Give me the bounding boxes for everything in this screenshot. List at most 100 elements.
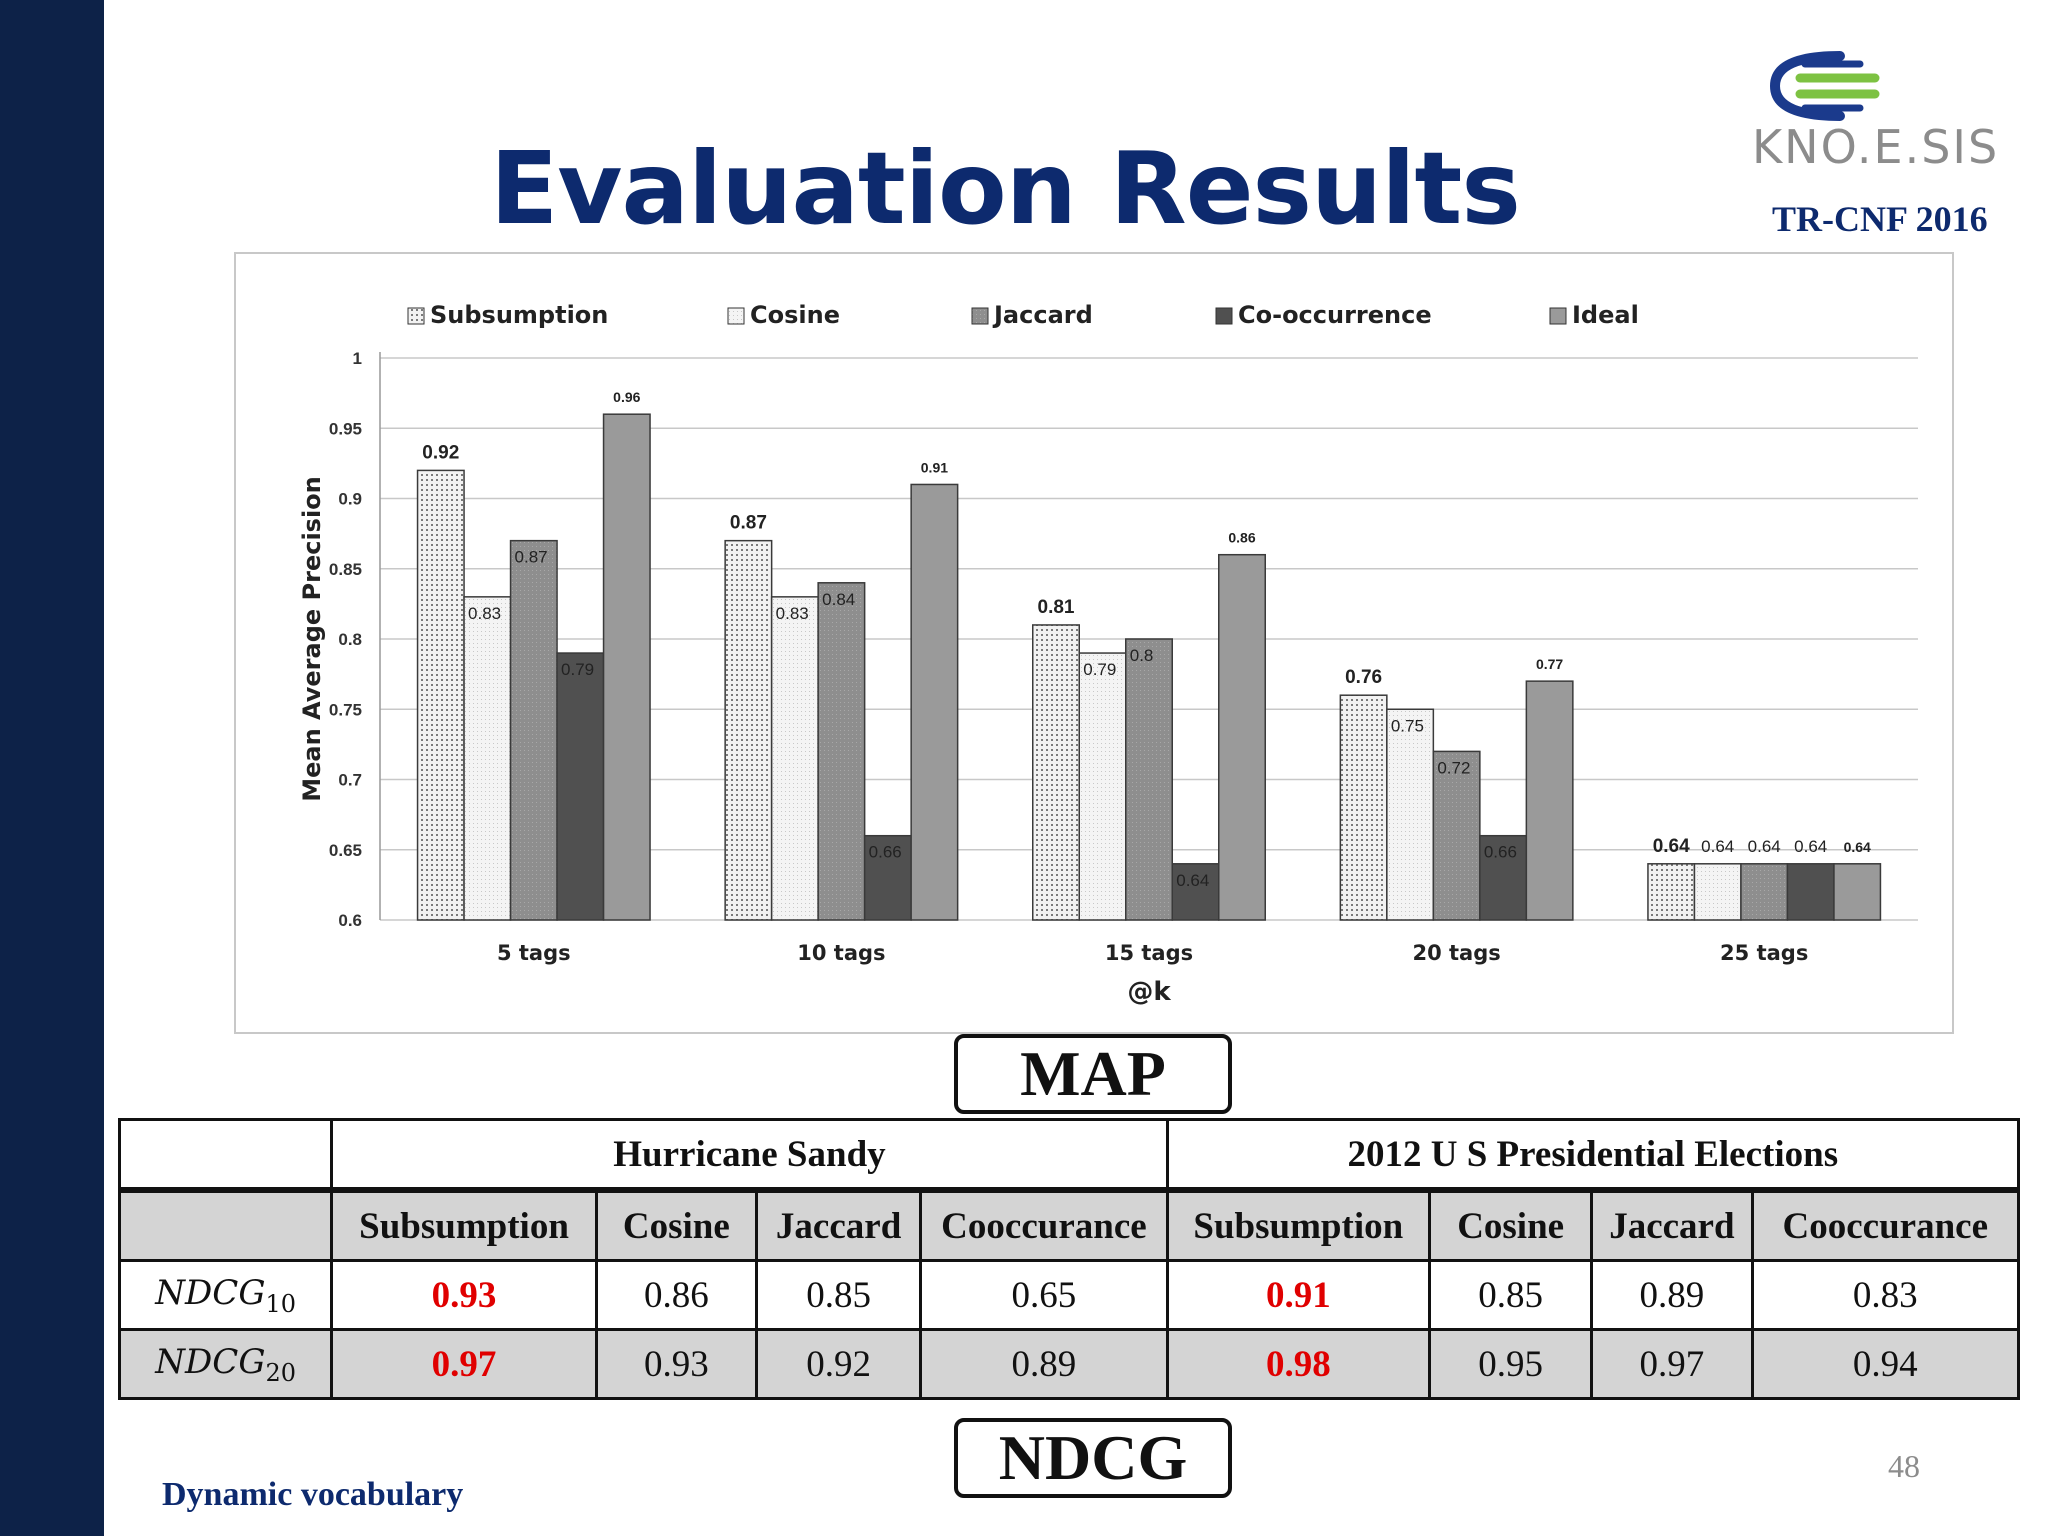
- data-label: 0.83: [776, 604, 809, 623]
- conference-label: TR-CNF 2016: [1772, 199, 1988, 239]
- table-cell: 0.83: [1750, 1259, 2021, 1331]
- legend-label: Co-occurrence: [1238, 301, 1432, 329]
- y-tick-label: 0.6: [338, 911, 362, 930]
- legend-swatch: [971, 307, 989, 325]
- data-label: 0.92: [422, 442, 459, 463]
- page-title: Evaluation Results: [490, 130, 1521, 247]
- bar: [1740, 863, 1789, 921]
- bar: [1078, 652, 1127, 921]
- table-cell: 0.93: [594, 1328, 758, 1400]
- table-cell: 0.91: [1165, 1259, 1432, 1331]
- bar: [602, 413, 651, 921]
- column-header-empty: [117, 1187, 334, 1262]
- y-tick-label: 1: [353, 349, 362, 368]
- y-tick-label: 0.7: [338, 771, 362, 790]
- table-cell: 0.92: [754, 1328, 923, 1400]
- data-label: 0.64: [1176, 871, 1209, 890]
- row-metric-label: NDCG10: [117, 1259, 334, 1331]
- data-label: 0.83: [468, 604, 501, 623]
- x-tick-label: 25 tags: [1720, 941, 1808, 965]
- data-label: 0.87: [515, 548, 548, 567]
- bar: [770, 596, 819, 921]
- data-label: 0.64: [1844, 839, 1871, 855]
- column-header: Subsumption: [1165, 1187, 1432, 1262]
- legend-swatch: [727, 307, 745, 325]
- bar: [1693, 863, 1742, 921]
- column-header: Cosine: [1428, 1187, 1594, 1262]
- bar: [1647, 863, 1696, 921]
- x-tick-label: 20 tags: [1412, 941, 1500, 965]
- y-tick-label: 0.85: [329, 560, 362, 579]
- bar: [1833, 863, 1882, 921]
- chart-data-labels: 0.92 0.83 0.87 0.79 0.96 0.87 0.83 0.84 0.66 0.91…: [422, 389, 1871, 890]
- data-label: 0.72: [1437, 758, 1470, 777]
- group-header-hurricane-sandy: Hurricane Sandy: [330, 1118, 1169, 1192]
- bar: [1032, 624, 1080, 921]
- knoesis-logo: [1769, 51, 1880, 121]
- legend-swatch: [1215, 307, 1233, 325]
- data-label: 0.64: [1701, 837, 1734, 856]
- data-label: 0.76: [1345, 667, 1382, 688]
- bar: [1171, 863, 1220, 921]
- table-cell: 0.89: [919, 1328, 1169, 1400]
- table-cell: 0.94: [1750, 1328, 2021, 1400]
- table-cell: 0.98: [1165, 1328, 1432, 1400]
- legend-label: Subsumption: [430, 301, 608, 329]
- group-header-elections-2012: 2012 U S Presidential Elections: [1165, 1118, 2021, 1192]
- column-header: Jaccard: [1590, 1187, 1754, 1262]
- data-label: 0.64: [1794, 837, 1827, 856]
- bar: [1525, 680, 1574, 921]
- legend-swatch: [407, 307, 425, 325]
- table-row-ndcg10: NDCG10 0.93 0.86 0.85 0.65 0.91 0.85 0.8…: [117, 1259, 2021, 1331]
- bar: [509, 539, 558, 921]
- y-tick-label: 0.65: [329, 841, 362, 860]
- data-label: 0.75: [1391, 716, 1424, 735]
- page-number: 48: [1888, 1448, 1920, 1484]
- bar: [1339, 694, 1388, 921]
- bar: [556, 652, 605, 921]
- left-sidebar-band: [0, 0, 104, 1536]
- table-cell: 0.85: [1428, 1259, 1594, 1331]
- data-label: 0.8: [1130, 646, 1154, 665]
- map-bar-chart: Subsumption Cosine Jaccard Co-occurrence Ide…: [298, 301, 1918, 1007]
- chart-axes: 0.6 0.65 0.7 0.75 0.8 0.85 0.9 0.95 1 5 tags 10 ta…: [298, 349, 1808, 1007]
- footer-topic: Dynamic vocabulary: [162, 1476, 464, 1513]
- y-tick-label: 0.75: [329, 700, 362, 719]
- table-cell: 0.86: [594, 1259, 758, 1331]
- bar: [724, 539, 773, 921]
- row-metric-label: NDCG20: [117, 1328, 334, 1400]
- data-label: 0.79: [1083, 660, 1116, 679]
- bar: [1125, 638, 1173, 921]
- legend-label: Cosine: [750, 301, 840, 329]
- bar: [817, 582, 866, 921]
- bar: [463, 596, 512, 921]
- table-cell: 0.65: [919, 1259, 1169, 1331]
- data-label: 0.96: [613, 389, 640, 405]
- bar: [910, 483, 959, 921]
- y-axis-title: Mean Average Precision: [298, 476, 326, 802]
- table-cell: 0.89: [1590, 1259, 1754, 1331]
- bar: [1432, 750, 1481, 921]
- y-tick-label: 0.95: [329, 419, 362, 438]
- y-tick-label: 0.9: [338, 490, 362, 509]
- ndcg-label-box: NDCG: [954, 1418, 1232, 1498]
- table-cell: 0.97: [1590, 1328, 1754, 1400]
- data-label: 0.87: [730, 513, 767, 534]
- column-header: Cooccurance: [919, 1187, 1169, 1262]
- map-chart: Subsumption Cosine Jaccard Co-occurrence Ide…: [234, 252, 1954, 1034]
- table-cell: 0.97: [330, 1328, 598, 1400]
- data-label: 0.64: [1653, 836, 1690, 857]
- data-label: 0.66: [1484, 843, 1517, 862]
- legend-swatch: [1549, 307, 1567, 325]
- table-cell: 0.95: [1428, 1328, 1594, 1400]
- x-tick-label: 10 tags: [797, 941, 885, 965]
- data-label: 0.64: [1748, 837, 1781, 856]
- data-label: 0.91: [921, 459, 948, 475]
- chart-legend: Subsumption Cosine Jaccard Co-occurrence Ide…: [407, 301, 1639, 329]
- bar: [1386, 708, 1435, 921]
- x-tick-label: 5 tags: [497, 941, 571, 965]
- ndcg-table: Hurricane Sandy 2012 U S Presidential El…: [117, 1118, 2021, 1400]
- table-cell: 0.85: [754, 1259, 923, 1331]
- legend-label: Jaccard: [992, 301, 1093, 329]
- table-column-header-row: Subsumption Cosine Jaccard Cooccurance S…: [117, 1187, 2021, 1262]
